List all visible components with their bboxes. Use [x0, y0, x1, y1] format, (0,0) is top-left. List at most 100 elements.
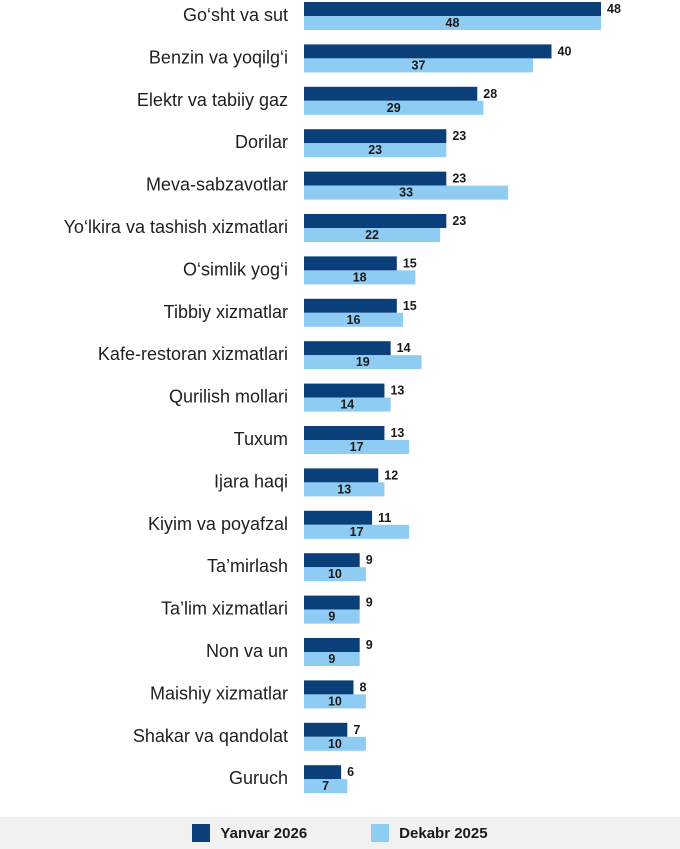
data-label: 28 [483, 87, 497, 101]
legend-label-series-1: Yanvar 2026 [220, 824, 308, 842]
bar-dekabr-2025 [304, 652, 360, 666]
category-label: O‘simlik yog‘i [183, 259, 288, 279]
legend-label-series-2: Dekabr 2025 [399, 824, 488, 842]
bar-yanvar-2026 [304, 214, 447, 228]
legend-swatch-series-1 [192, 824, 211, 842]
bar-dekabr-2025 [304, 694, 366, 709]
category-label: Non va un [206, 641, 288, 661]
data-label: 40 [558, 44, 572, 58]
bar-dekabr-2025 [304, 482, 385, 497]
bar-dekabr-2025 [304, 397, 391, 412]
data-label: 13 [390, 426, 404, 440]
bar-yanvar-2026 [304, 2, 601, 16]
data-label: 14 [340, 398, 354, 412]
data-label: 15 [403, 256, 417, 270]
bar-yanvar-2026 [304, 86, 478, 101]
bar-yanvar-2026 [304, 256, 397, 271]
category-label: Meva-sabzavotlar [146, 175, 288, 195]
bar-dekabr-2025 [304, 609, 360, 624]
bar-dekabr-2025 [304, 440, 410, 454]
bar-dekabr-2025 [304, 228, 441, 242]
data-label: 10 [328, 694, 342, 708]
data-label: 9 [328, 652, 335, 666]
data-label: 9 [328, 610, 335, 624]
data-label: 7 [353, 723, 360, 737]
bar-dekabr-2025 [304, 567, 366, 582]
bar-yanvar-2026 [304, 129, 447, 144]
category-label: Kafe-restoran xizmatlari [98, 344, 288, 364]
bar-yanvar-2026 [304, 638, 360, 652]
category-label: Benzin va yoqilg‘i [149, 47, 288, 67]
bar-yanvar-2026 [304, 680, 354, 695]
category-label: Dorilar [235, 132, 288, 152]
data-label: 23 [452, 214, 466, 228]
data-label: 22 [365, 228, 379, 242]
data-label: 19 [356, 355, 370, 369]
category-label: Tuxum [234, 429, 288, 449]
data-label: 23 [452, 172, 466, 186]
bar-dekabr-2025 [304, 100, 484, 115]
bar-dekabr-2025 [304, 185, 509, 200]
bar-yanvar-2026 [304, 171, 447, 186]
bar-yanvar-2026 [304, 553, 360, 568]
data-label: 23 [452, 129, 466, 143]
category-label: Shakar va qandolat [133, 726, 288, 746]
category-label: Ta’mirlash [207, 556, 288, 576]
legend-item-series-1: Yanvar 2026 [192, 824, 307, 842]
bar-dekabr-2025 [304, 736, 366, 751]
bar-yanvar-2026 [304, 341, 391, 356]
data-label: 10 [328, 567, 342, 581]
bar-dekabr-2025 [304, 355, 422, 370]
data-label: 48 [446, 16, 460, 30]
data-label: 48 [607, 2, 621, 16]
bar-dekabr-2025 [304, 16, 601, 30]
legend-swatch-series-2 [371, 824, 390, 842]
category-label: Tibbiy xizmatlar [164, 302, 288, 322]
bar-dekabr-2025 [304, 779, 348, 794]
data-label: 11 [378, 511, 391, 525]
data-label: 15 [403, 299, 417, 313]
bar-yanvar-2026 [304, 383, 385, 398]
data-label: 33 [399, 186, 413, 200]
data-label: 6 [347, 765, 354, 779]
bar-yanvar-2026 [304, 426, 385, 440]
data-label: 37 [412, 58, 426, 72]
bar-yanvar-2026 [304, 298, 397, 313]
bar-yanvar-2026 [304, 510, 373, 525]
data-label: 8 [360, 680, 367, 694]
data-label: 18 [353, 270, 367, 284]
bar-dekabr-2025 [304, 143, 447, 158]
category-label: Guruch [229, 768, 288, 788]
category-label: Ta’lim xizmatlari [161, 599, 288, 619]
data-label: 9 [366, 638, 373, 652]
bar-yanvar-2026 [304, 44, 552, 59]
bar-dekabr-2025 [304, 312, 403, 327]
category-label: Maishiy xizmatlar [150, 683, 288, 703]
data-label: 7 [322, 779, 329, 793]
data-label: 17 [350, 525, 364, 539]
bar-yanvar-2026 [304, 765, 342, 780]
data-label: 29 [387, 101, 401, 115]
data-label: 10 [328, 737, 342, 751]
data-label: 9 [366, 553, 373, 567]
bar-yanvar-2026 [304, 595, 360, 610]
category-label: Go‘sht va sut [183, 5, 288, 25]
data-label: 13 [390, 384, 404, 398]
bar-dekabr-2025 [304, 524, 410, 539]
data-label: 23 [368, 143, 382, 157]
bars-layer [304, 2, 601, 794]
data-label: 14 [397, 341, 411, 355]
bar-dekabr-2025 [304, 58, 533, 73]
data-label: 9 [366, 596, 373, 610]
bar-dekabr-2025 [304, 270, 416, 285]
bar-yanvar-2026 [304, 722, 348, 737]
data-label: 16 [347, 313, 361, 327]
category-label: Kiyim va poyafzal [148, 514, 288, 534]
category-label: Ijara haqi [214, 471, 288, 491]
chart-legend: Yanvar 2026 Dekabr 2025 [0, 817, 680, 849]
category-label: Elektr va tabiiy gaz [137, 90, 288, 110]
category-label: Yo‘lkira va tashish xizmatlari [64, 217, 288, 237]
data-label: 12 [384, 468, 398, 482]
legend-item-series-2: Dekabr 2025 [371, 824, 488, 842]
